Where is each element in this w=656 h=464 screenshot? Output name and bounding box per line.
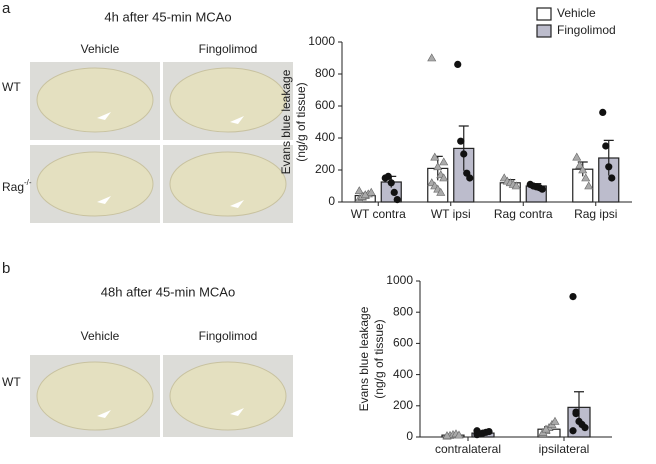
y-axis-label-line: Evans blue leakage — [357, 306, 371, 411]
data-point — [605, 163, 613, 171]
data-point — [390, 188, 398, 196]
legend-label: Vehicle — [557, 6, 596, 20]
data-point — [485, 427, 493, 436]
data-point — [602, 142, 610, 150]
data-point — [433, 162, 443, 171]
y-tick-label: 200 — [315, 162, 335, 176]
y-tick-label: 200 — [393, 398, 413, 412]
y-axis-label-line: (ng/g of tissue) — [372, 319, 386, 398]
y-tick-label: 400 — [315, 130, 335, 144]
y-tick-label: 400 — [393, 367, 413, 381]
y-tick-label: 0 — [406, 429, 413, 443]
data-point — [439, 157, 449, 166]
error-bar — [458, 125, 469, 171]
data-point — [366, 187, 376, 196]
y-axis-label: Evans blue leakage(ng/g of tissue) — [357, 306, 386, 411]
data-point — [442, 431, 452, 440]
y-tick-label: 600 — [315, 98, 335, 112]
brain-slice — [169, 67, 287, 133]
brain-slice — [169, 151, 287, 217]
data-point — [550, 416, 560, 425]
data-point — [511, 181, 521, 190]
data-point — [354, 186, 364, 195]
panel-label: a — [2, 0, 11, 17]
y-tick-label: 800 — [315, 66, 335, 80]
data-point — [581, 424, 589, 432]
data-point — [538, 185, 546, 193]
y-tick-label: 1000 — [386, 273, 413, 287]
row-label-sup: -/- — [24, 178, 32, 187]
data-point — [572, 408, 580, 416]
column-label: Vehicle — [81, 42, 120, 56]
data-point — [439, 173, 449, 182]
data-point — [584, 181, 594, 190]
legend-swatch — [536, 7, 552, 21]
y-tick-label: 1000 — [308, 34, 335, 48]
data-point — [387, 179, 395, 187]
photos — [30, 62, 293, 437]
panel-title: 48h after 45-min MCAo — [101, 284, 235, 299]
brain-slice — [169, 361, 287, 431]
data-point — [393, 196, 401, 204]
error-bar — [574, 391, 584, 423]
row-label: WT — [2, 375, 21, 389]
x-tick-label: WT contra — [351, 207, 406, 221]
column-label: Fingolimod — [199, 42, 258, 56]
y-tick-label: 600 — [393, 336, 413, 350]
legend-swatch — [536, 24, 552, 38]
data-point — [457, 137, 465, 145]
data-point — [436, 187, 446, 196]
y-axis-label-line: (ng/g of tissue) — [294, 82, 308, 161]
panel-label: b — [2, 260, 10, 277]
brain-slice — [36, 361, 154, 431]
x-tick-label: ipsilateral — [539, 442, 590, 456]
x-tick-label: Rag contra — [494, 207, 553, 221]
data-point — [476, 430, 484, 438]
data-point — [427, 53, 437, 62]
panel-title: 4h after 45-min MCAo — [104, 9, 231, 24]
legend-label: Fingolimod — [557, 23, 616, 37]
column-label: Fingolimod — [199, 329, 258, 343]
data-point — [360, 190, 370, 199]
data-point — [581, 173, 591, 182]
x-tick-label: Rag ipsi — [574, 207, 617, 221]
y-axis-label-line: Evans blue leakage — [279, 69, 293, 174]
data-point — [541, 424, 551, 433]
data-point — [430, 152, 440, 161]
brain-slice — [36, 151, 154, 217]
column-label: Vehicle — [81, 329, 120, 343]
row-label: Rag-/- — [2, 178, 32, 194]
y-axis-label: Evans blue leakage(ng/g of tissue) — [279, 69, 308, 174]
data-point — [578, 165, 588, 174]
data-point — [454, 430, 464, 439]
data-point — [572, 152, 582, 161]
y-tick-label: 800 — [393, 304, 413, 318]
data-point — [460, 150, 468, 158]
row-label-base: Rag — [2, 180, 24, 194]
data-point — [384, 172, 392, 180]
data-point — [454, 60, 462, 68]
data-point — [575, 160, 585, 169]
row-label: WT — [2, 80, 21, 94]
brain-slice — [36, 67, 154, 133]
data-point — [608, 174, 616, 182]
data-point — [599, 108, 607, 116]
x-tick-label: contralateral — [435, 442, 501, 456]
data-point — [466, 174, 474, 182]
data-point — [569, 427, 577, 435]
x-tick-label: WT ipsi — [431, 207, 471, 221]
y-tick-label: 0 — [328, 194, 335, 208]
data-point — [569, 293, 577, 301]
